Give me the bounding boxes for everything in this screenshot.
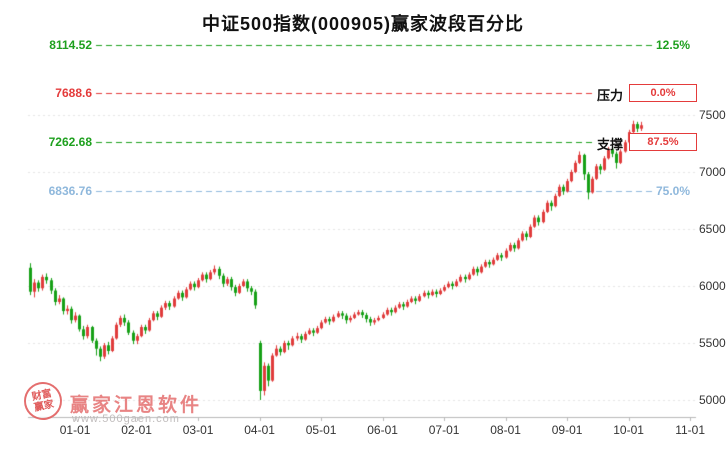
level-row-8114: 8114.52 12.5% xyxy=(0,36,726,54)
x-axis-label: 06-01 xyxy=(367,423,398,437)
y-axis-label: 7000 xyxy=(699,165,726,179)
level-price-label: 7688.6 xyxy=(28,86,94,101)
x-axis-label: 02-01 xyxy=(121,423,152,437)
x-axis-label: 01-01 xyxy=(59,423,91,437)
y-axis-label: 6000 xyxy=(699,279,726,293)
x-axis-label: 05-01 xyxy=(305,423,337,437)
level-pct-label: 75.0% xyxy=(656,183,691,198)
pressure-pct-badge: 0.0% xyxy=(629,84,697,103)
level-row-support: 7262.68 支撑 87.5% xyxy=(0,133,726,153)
level-price-label: 8114.52 xyxy=(28,37,94,52)
x-axis-label: 11-01 xyxy=(675,423,705,437)
brand-url: www.500gaen.com xyxy=(72,413,180,425)
support-label: 支撑 xyxy=(597,137,624,153)
x-axis-label: 08-01 xyxy=(490,423,521,437)
chart-title: 中证500指数(000905)赢家波段百分比 xyxy=(201,14,525,34)
level-price-label: 6836.76 xyxy=(28,183,94,198)
support-pct-badge: 87.5% xyxy=(629,133,697,152)
brand-name: 赢家江恩软件 xyxy=(70,395,203,416)
y-axis-label: 5000 xyxy=(699,393,726,407)
x-axis-label: 03-01 xyxy=(182,423,214,437)
level-pct-label: 12.5% xyxy=(656,37,691,52)
level-price-label: 7262.68 xyxy=(28,135,94,150)
y-axis-label: 5500 xyxy=(699,336,726,350)
level-row-pressure: 7688.6 压力 0.0% xyxy=(0,84,726,104)
x-axis-label: 04-01 xyxy=(244,423,275,437)
y-axis-label: 6500 xyxy=(699,222,726,236)
pressure-label: 压力 xyxy=(597,88,624,104)
level-row-6836: 6836.76 75.0% xyxy=(0,182,726,200)
x-axis-label: 09-01 xyxy=(551,423,583,437)
x-axis-label: 07-01 xyxy=(428,423,460,437)
y-axis-label: 7500 xyxy=(699,108,726,122)
x-axis-label: 10-01 xyxy=(613,423,644,437)
